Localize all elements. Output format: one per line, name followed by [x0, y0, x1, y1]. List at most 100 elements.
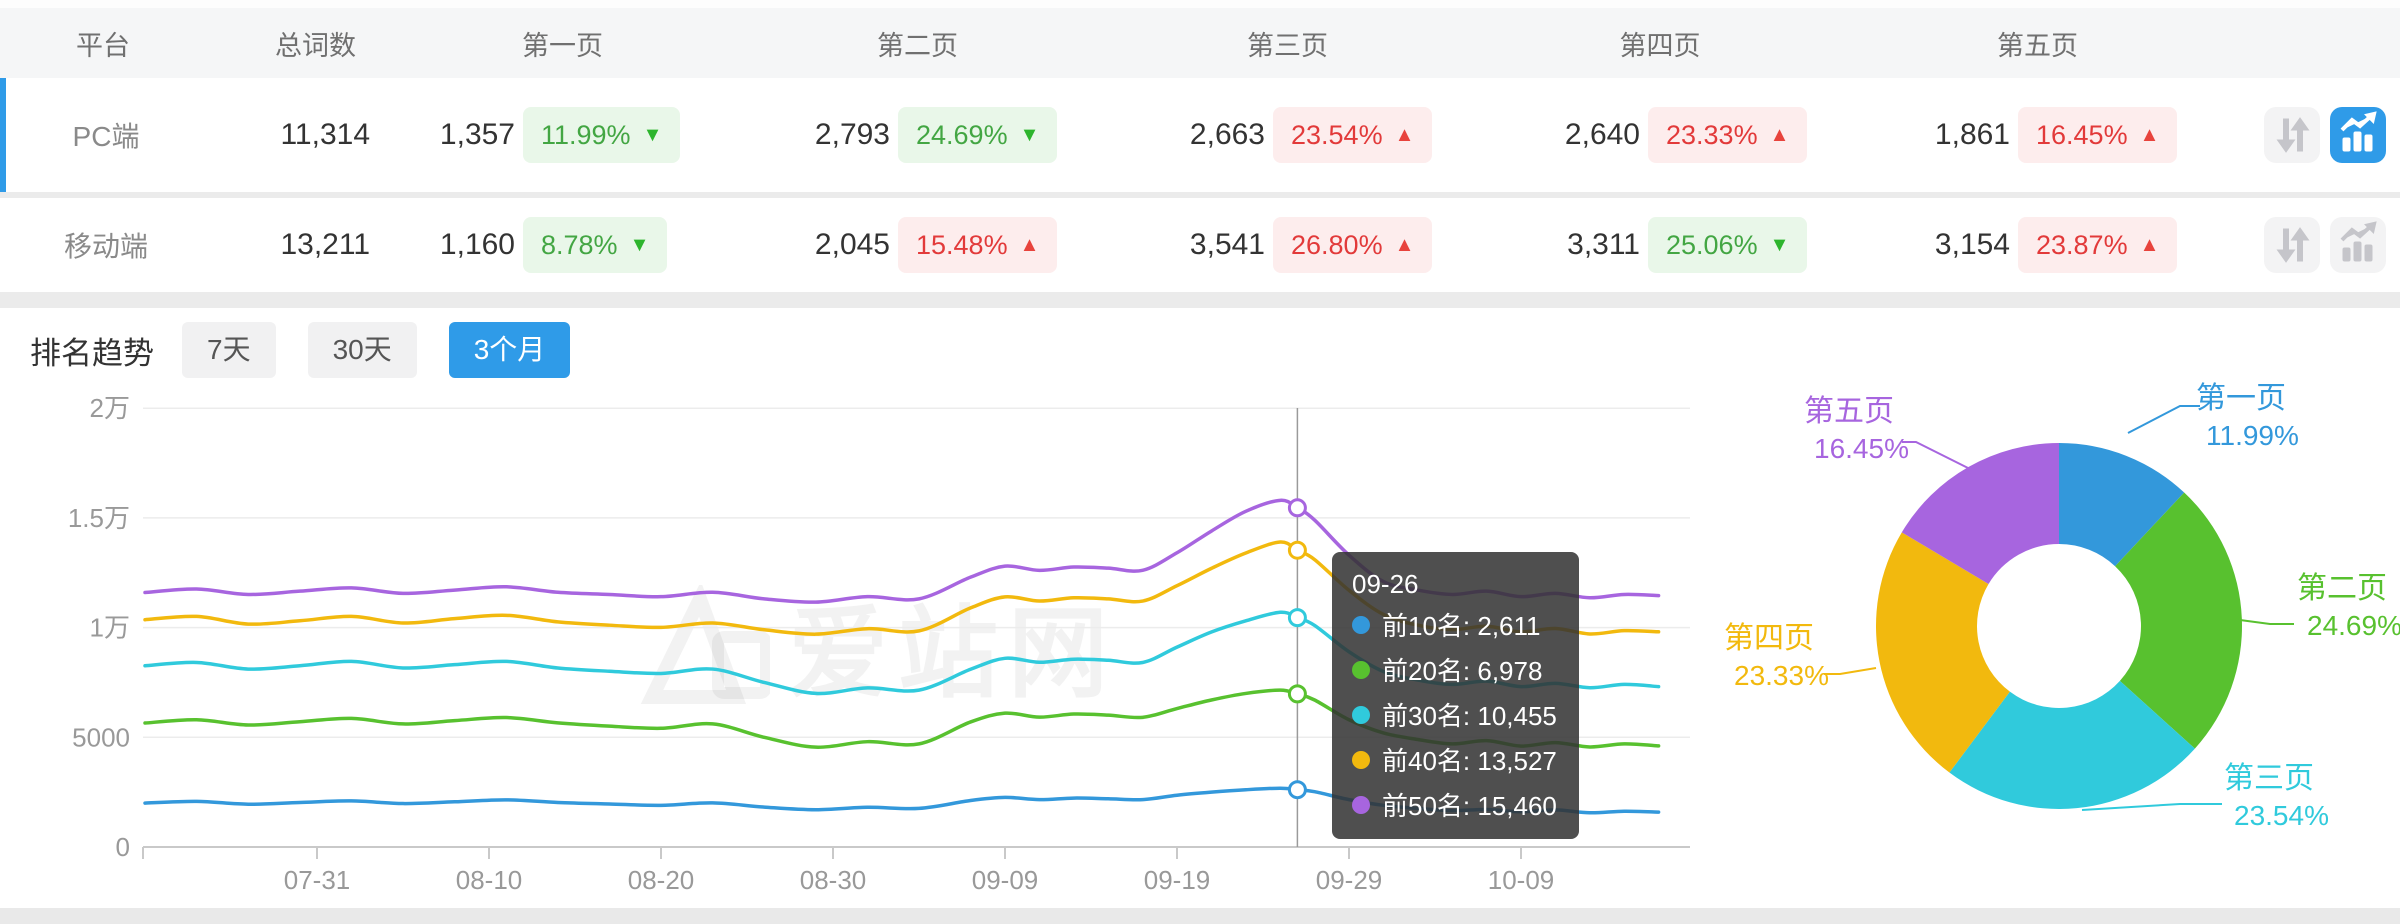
- tooltip-series-row: 前50名: 15,460: [1352, 782, 1557, 827]
- trend-arrow-icon: ▲: [2139, 124, 2160, 146]
- slice-percent: 16.45%: [1814, 433, 1909, 464]
- slice-name: 第三页: [2224, 762, 2314, 795]
- trend-chart-icon: [2340, 111, 2377, 152]
- trend-section-title: 排名趋势: [30, 335, 154, 371]
- tooltip-series-value: 前10名: 2,611: [1382, 611, 1541, 641]
- slice-percent: 23.54%: [2234, 800, 2329, 831]
- page5-count: 1,861: [1934, 118, 2010, 151]
- trend-arrow-icon: ▼: [642, 124, 663, 146]
- svg-text:07-31: 07-31: [284, 865, 351, 895]
- row-divider: [0, 192, 2400, 198]
- header-platform: 平台: [76, 30, 130, 61]
- tooltip-series-row: 前10名: 2,611: [1352, 602, 1557, 647]
- svg-text:08-20: 08-20: [628, 865, 695, 895]
- svg-text:1.5万: 1.5万: [68, 503, 130, 533]
- series-dot-icon: [1352, 705, 1370, 724]
- page1-change-badge: 8.78% ▼: [523, 217, 668, 273]
- svg-text:09-09: 09-09: [972, 865, 1039, 895]
- tooltip-series-value: 前50名: 15,460: [1382, 791, 1557, 821]
- svg-text:10-09: 10-09: [1488, 865, 1555, 895]
- updown-arrows-icon: [2276, 227, 2310, 263]
- slice-name: 第四页: [1724, 622, 1814, 655]
- tooltip-series-row: 前40名: 13,527: [1352, 737, 1557, 782]
- svg-text:1万: 1万: [90, 613, 130, 643]
- donut-slice-label: 第二页 24.69%: [2297, 570, 2400, 644]
- tab-7-days[interactable]: 7天: [182, 322, 276, 378]
- slice-name: 第五页: [1804, 395, 1894, 428]
- slice-percent: 24.69%: [2307, 610, 2400, 641]
- svg-text:5000: 5000: [72, 722, 130, 752]
- tooltip-series-row: 前20名: 6,978: [1352, 647, 1557, 692]
- donut-slice-label: 第三页 23.54%: [2224, 760, 2329, 834]
- page3-count: 2,663: [1189, 118, 1265, 151]
- ranking-trend-section: 爱站网 0 5000 1万 1.5万 2万 07-31 08-10 08-20 08-30 09-…: [0, 308, 2400, 908]
- tooltip-series-row: 前30名: 10,455: [1352, 692, 1557, 737]
- tooltip-series-value: 前40名: 13,527: [1382, 746, 1557, 776]
- compare-updown-button[interactable]: [2264, 107, 2320, 163]
- tooltip-series-value: 前30名: 10,455: [1382, 701, 1557, 731]
- trend-line-and-donut-chart[interactable]: 0 5000 1万 1.5万 2万 07-31 08-10 08-20 08-30 09-09 09…: [0, 308, 2400, 908]
- page5-change-badge: 23.87% ▲: [2018, 217, 2178, 273]
- footer-strip: [0, 908, 2400, 924]
- donut-slice-label: 第五页 16.45%: [1804, 393, 1909, 467]
- total-words-value: 13,211: [280, 228, 370, 261]
- tooltip-series-value: 前20名: 6,978: [1382, 656, 1543, 686]
- page3-change-badge: 26.80% ▲: [1273, 217, 1433, 273]
- series-dot-icon: [1352, 750, 1370, 769]
- header-page4: 第四页: [1619, 30, 1701, 61]
- trend-chart-button[interactable]: [2330, 107, 2386, 163]
- slice-name: 第二页: [2297, 572, 2387, 605]
- page3-change-badge: 23.54% ▲: [1273, 107, 1433, 163]
- trend-arrow-icon: ▲: [1019, 234, 1040, 256]
- trend-arrow-icon: ▲: [1394, 234, 1415, 256]
- svg-text:0: 0: [116, 832, 130, 862]
- series-dot-icon: [1352, 795, 1370, 814]
- platform-label: 移动端: [63, 231, 148, 262]
- tooltip-date: 09-26: [1352, 569, 1419, 599]
- platform-label: PC端: [72, 121, 140, 152]
- header-page3: 第三页: [1247, 30, 1328, 61]
- total-words-value: 11,314: [280, 118, 370, 151]
- table-header: 平台 总词数 第一页 第二页 第三页 第四页 第五页: [0, 8, 2400, 78]
- trend-arrow-icon: ▼: [1019, 124, 1040, 146]
- svg-text:09-29: 09-29: [1316, 865, 1383, 895]
- page2-count: 2,793: [814, 118, 890, 151]
- trend-arrow-icon: ▲: [1769, 124, 1790, 146]
- section-gap: [0, 292, 2400, 308]
- donut-slice-label: 第四页 23.33%: [1724, 620, 1829, 694]
- page1-count: 1,160: [439, 228, 515, 261]
- slice-percent: 23.33%: [1734, 660, 1829, 691]
- svg-text:08-30: 08-30: [800, 865, 867, 895]
- chart-tooltip: 09-26 前10名: 2,611 前20名: 6,978 前30名: 10,455…: [1332, 552, 1579, 839]
- page1-count: 1,357: [439, 118, 515, 151]
- range-tabs: 7天 30天 3个月: [182, 322, 571, 378]
- header-page5: 第五页: [1997, 30, 2078, 61]
- header-page1: 第一页: [522, 30, 603, 61]
- trend-arrow-icon: ▲: [2139, 234, 2160, 256]
- page3-count: 3,541: [1189, 228, 1265, 261]
- svg-text:08-10: 08-10: [456, 865, 523, 895]
- page2-change-badge: 15.48% ▲: [898, 217, 1058, 273]
- page4-count: 2,640: [1564, 118, 1640, 151]
- page5-count: 3,154: [1934, 228, 2010, 261]
- page4-change-badge: 25.06% ▼: [1648, 217, 1808, 273]
- series-dot-icon: [1352, 615, 1370, 634]
- trend-arrow-icon: ▲: [1394, 124, 1415, 146]
- svg-text:2万: 2万: [90, 393, 130, 423]
- table-row-mobile[interactable]: 移动端 13,211 1,160 8.78% ▼ 2,045 15.48% ▲ 3,…: [0, 198, 2400, 292]
- header-total-words: 总词数: [275, 30, 356, 61]
- compare-updown-button[interactable]: [2264, 217, 2320, 273]
- tab-30-days[interactable]: 30天: [307, 322, 417, 378]
- trend-arrow-icon: ▼: [1769, 234, 1790, 256]
- page5-change-badge: 16.45% ▲: [2018, 107, 2178, 163]
- trend-chart-button[interactable]: [2330, 217, 2386, 273]
- page2-count: 2,045: [814, 228, 890, 261]
- series-dot-icon: [1352, 660, 1370, 679]
- updown-arrows-icon: [2276, 117, 2310, 153]
- trend-chart-icon: [2340, 221, 2377, 262]
- trend-arrow-icon: ▼: [629, 234, 650, 256]
- top-gap: [0, 0, 2400, 8]
- table-row-pc[interactable]: PC端 11,314 1,357 11.99% ▼ 2,793 24.69% ▼ 2…: [0, 78, 2400, 192]
- tab-3-months[interactable]: 3个月: [448, 322, 571, 378]
- slice-name: 第一页: [2196, 382, 2286, 415]
